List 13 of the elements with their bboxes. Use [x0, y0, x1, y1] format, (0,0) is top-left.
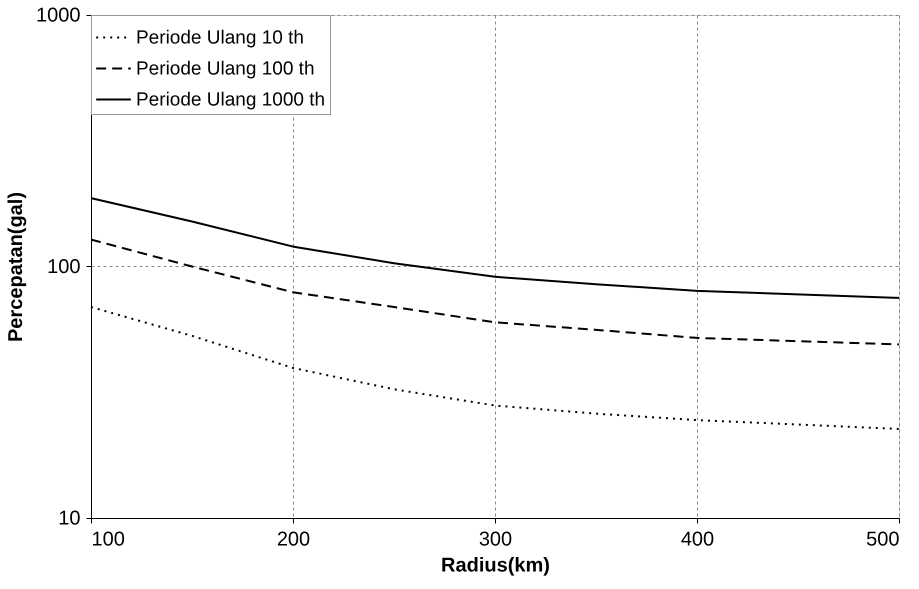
x-axis-title: Radius(km) [441, 554, 550, 576]
legend-label: Periode Ulang 100 th [136, 58, 315, 80]
y-tick-label: 10 [58, 508, 80, 530]
x-tick-label: 100 [92, 528, 125, 550]
legend-label: Periode Ulang 1000 th [136, 90, 326, 110]
y-axis-title: Percepatan(gal) [5, 192, 28, 342]
x-tick-label: 200 [276, 528, 310, 550]
x-tick-label: 300 [478, 528, 512, 550]
y-tick-label: 100 [47, 256, 80, 278]
x-tick-label: 500 [866, 528, 900, 550]
y-tick-label: 1000 [36, 4, 80, 26]
legend-label: Periode Ulang 10 th [136, 28, 304, 48]
x-tick-label: 400 [680, 528, 714, 550]
